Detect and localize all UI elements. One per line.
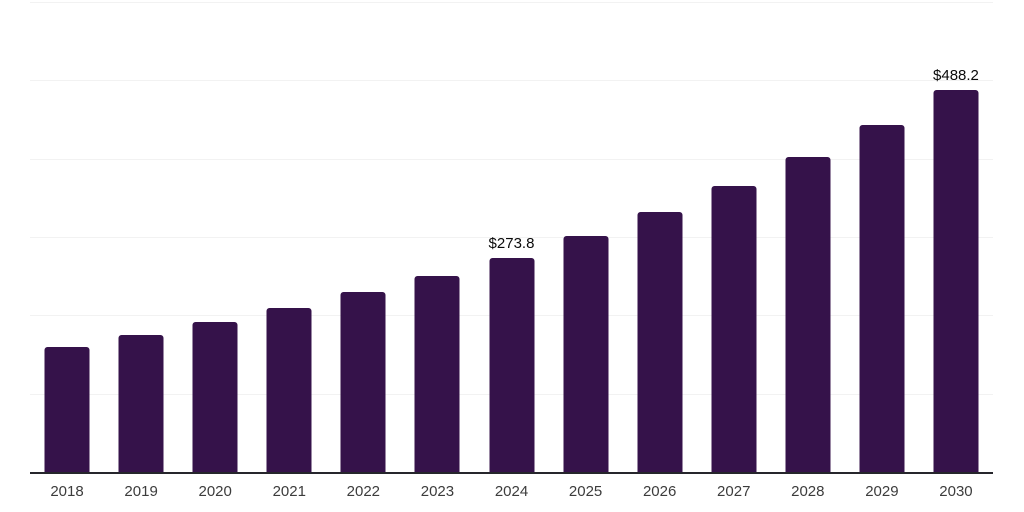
gridline-500	[30, 80, 993, 82]
bar-column-2021	[252, 2, 326, 472]
bar-2027	[711, 185, 757, 472]
x-tick-2023: 2023	[420, 483, 455, 500]
bar-column-2020	[178, 2, 252, 472]
x-tick-2030: 2030	[939, 483, 973, 500]
bar-series: $273.8 $488.2	[30, 2, 993, 472]
bar-2020	[192, 322, 238, 472]
x-tick-2026: 2026	[642, 483, 677, 500]
x-tick-2029: 2029	[865, 483, 899, 500]
bar-column-2026	[623, 2, 697, 472]
bar-column-2023	[400, 2, 474, 472]
bar-column-2024: $273.8	[474, 2, 548, 472]
bar-2029	[859, 124, 905, 472]
x-tick-2028: 2028	[791, 483, 825, 500]
x-tick-2025: 2025	[568, 483, 603, 500]
x-tick-2020: 2020	[198, 483, 232, 500]
bar-column-2022	[326, 2, 400, 472]
bar-column-2025	[549, 2, 623, 472]
x-tick-2027: 2027	[717, 483, 751, 500]
bar-2018	[44, 346, 90, 472]
gridline-600	[30, 2, 993, 3]
x-tick-2022: 2022	[346, 483, 381, 500]
bar-2021	[266, 307, 312, 472]
bar-2028	[785, 156, 831, 472]
gridline-300	[30, 237, 993, 238]
x-tick-2021: 2021	[272, 483, 306, 500]
data-label-2030: $488.2	[933, 66, 979, 84]
bar-column-2027	[697, 2, 771, 472]
x-tick-2024: 2024	[494, 483, 529, 500]
x-tick-2019: 2019	[124, 483, 158, 500]
x-axis-line	[30, 472, 993, 474]
bar-column-2019	[104, 2, 178, 472]
bar-2019	[118, 334, 164, 472]
bar-2024	[489, 257, 534, 472]
bar-column-2018	[30, 2, 104, 472]
bar-column-2030: $488.2	[919, 2, 993, 472]
bar-2030	[933, 89, 979, 472]
data-label-2024: $273.8	[488, 234, 535, 252]
bar-2026	[637, 211, 683, 472]
bar-column-2029	[845, 2, 919, 472]
x-axis-tick-labels: 2018 2019 2020 2021 2022 2023 2024 2025 2026 2027…	[30, 483, 993, 500]
bar-2022	[340, 292, 386, 472]
bar-2023	[414, 275, 460, 472]
bar-2025	[563, 235, 609, 472]
plot-area: $273.8 $488.2	[30, 2, 993, 474]
bar-column-2028	[771, 2, 845, 472]
x-tick-2018: 2018	[50, 483, 84, 500]
gridline-400	[30, 158, 993, 160]
